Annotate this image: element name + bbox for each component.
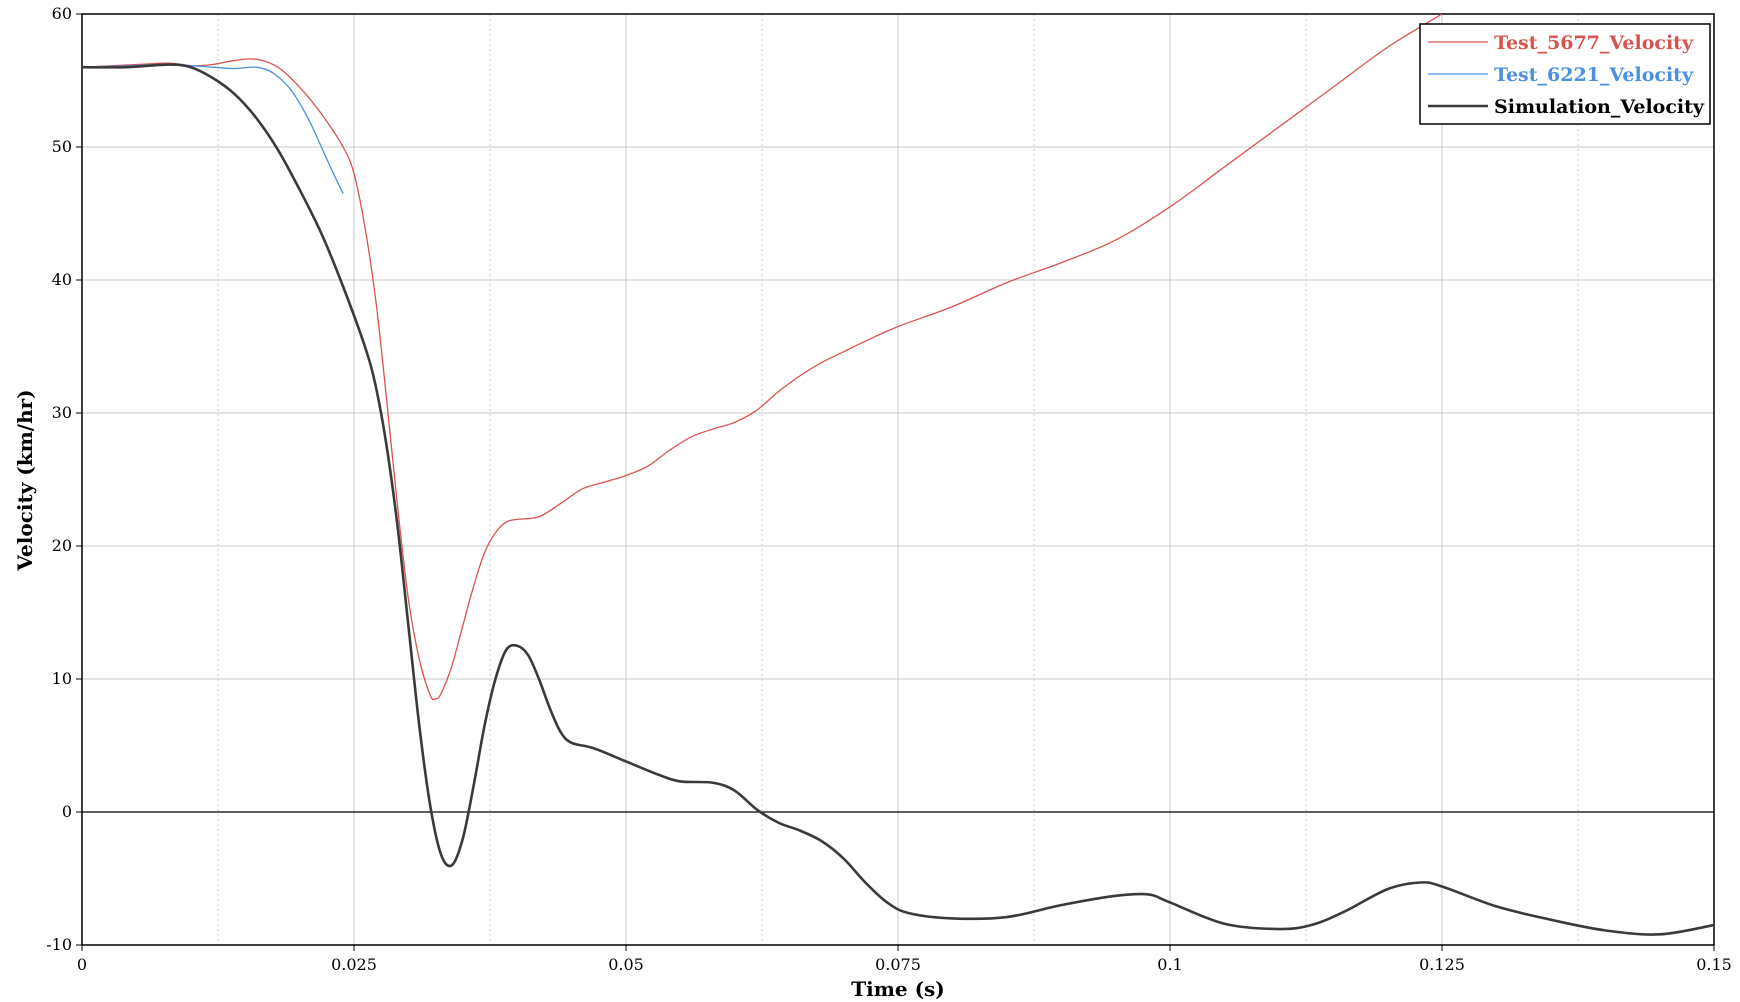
series-line-test-6221-velocity: [82, 63, 344, 194]
x-tick-label: 0: [77, 955, 87, 974]
y-tick-label: 20: [52, 536, 72, 555]
y-tick-label: 0: [62, 802, 72, 821]
legend-label: Test_5677_Velocity: [1494, 32, 1694, 54]
y-tick-label: -10: [46, 935, 72, 954]
series-line-test-5677-velocity: [82, 14, 1443, 701]
legend-label: Simulation_Velocity: [1494, 96, 1705, 118]
y-axis-title: Velocity (km/hr): [13, 389, 37, 571]
tick-labels: 0 0.025 0.05 0.075 0.1 0.125 0.15 -10 0 10 20 30 40 5…: [46, 4, 1732, 974]
grid-lines: [81, 13, 1715, 946]
y-tick-label: 60: [52, 4, 72, 23]
legend-label: Test_6221_Velocity: [1494, 64, 1694, 86]
x-tick-label: 0.05: [608, 955, 644, 974]
chart-legend: Test_5677_Velocity Test_6221_Velocity Simu…: [1419, 23, 1711, 125]
y-tick-label: 50: [52, 137, 72, 156]
x-tick-label: 0.15: [1696, 955, 1732, 974]
series-lines: [82, 14, 1714, 936]
x-tick-label: 0.125: [1419, 955, 1465, 974]
x-tick-label: 0.1: [1157, 955, 1182, 974]
x-axis-title: Time (s): [851, 977, 945, 1001]
y-tick-label: 40: [52, 270, 72, 289]
x-tick-label: 0.075: [875, 955, 921, 974]
y-tick-label: 10: [52, 669, 72, 688]
x-tick-label: 0.025: [331, 955, 377, 974]
series-line-simulation-velocity: [82, 63, 1714, 936]
y-tick-label: 30: [52, 403, 72, 422]
